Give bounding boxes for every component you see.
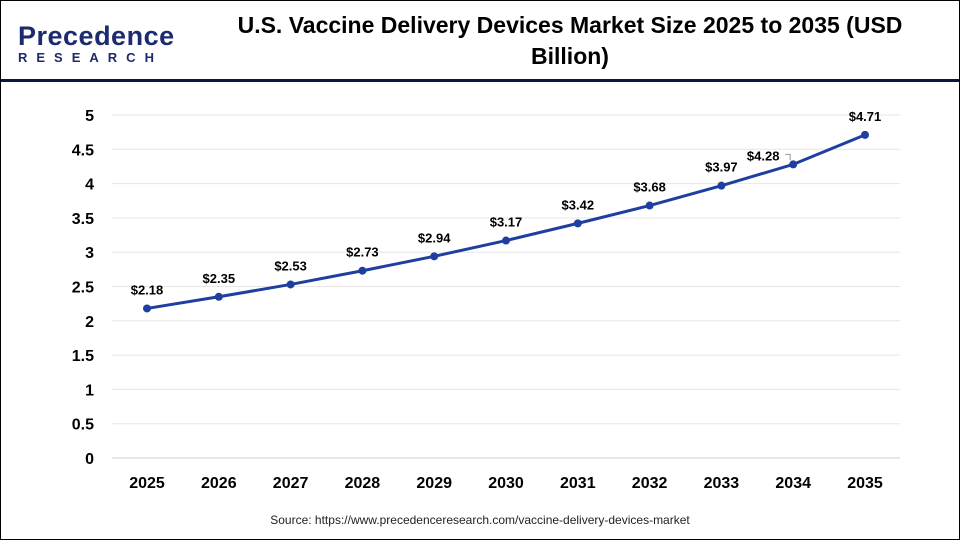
source-note: Source: https://www.precedenceresearch.c… (270, 513, 690, 527)
data-point (143, 304, 151, 313)
header-divider (1, 79, 959, 82)
data-point (789, 160, 798, 169)
x-tick-label: 2027 (273, 475, 309, 492)
data-point (717, 181, 726, 190)
x-tick-label: 2032 (632, 475, 668, 492)
data-label: $4.71 (849, 109, 882, 124)
data-label: $3.68 (633, 180, 666, 195)
data-point (645, 201, 654, 210)
data-label: $2.35 (203, 271, 236, 286)
data-label: $2.73 (346, 245, 379, 260)
y-tick-label: 5 (85, 108, 94, 125)
data-point (861, 130, 869, 139)
data-label: $3.17 (490, 215, 523, 230)
y-tick-label: 1.5 (72, 348, 94, 365)
y-tick-label: 0 (85, 451, 94, 468)
x-tick-label: 2025 (129, 475, 165, 492)
x-tick-label: 2026 (201, 475, 237, 492)
y-tick-label: 1 (85, 382, 94, 399)
data-point (358, 266, 367, 275)
data-label: $4.28 (747, 148, 780, 163)
y-tick-label: 2 (85, 314, 94, 331)
y-tick-label: 3.5 (72, 211, 94, 228)
x-tick-label: 2030 (488, 475, 524, 492)
x-tick-label: 2031 (560, 475, 596, 492)
data-point (430, 252, 439, 261)
data-point (502, 236, 510, 245)
chart-title: U.S. Vaccine Delivery Devices Market Siz… (237, 12, 903, 69)
data-label: $2.53 (274, 258, 307, 273)
data-label: $3.42 (562, 197, 595, 212)
y-tick-label: 3 (85, 245, 94, 262)
x-tick-label: 2029 (416, 475, 452, 492)
logo: Precedence RESEARCH (18, 22, 175, 66)
label-leader (785, 153, 791, 161)
y-tick-label: 2.5 (72, 280, 94, 297)
data-label: $2.18 (131, 282, 164, 297)
y-tick-label: 0.5 (72, 417, 94, 434)
data-point (214, 292, 223, 301)
data-label: $3.97 (705, 160, 738, 175)
x-tick-label: 2035 (847, 475, 883, 492)
x-tick-label: 2028 (345, 475, 381, 492)
data-point (573, 219, 582, 228)
logo-line2: RESEARCH (18, 50, 163, 65)
data-label: $2.94 (418, 230, 451, 245)
data-point (286, 280, 295, 289)
y-tick-label: 4.5 (72, 142, 94, 159)
logo-line1: Precedence (18, 21, 175, 51)
x-tick-label: 2034 (775, 475, 811, 492)
y-tick-label: 4 (85, 177, 94, 194)
x-tick-label: 2033 (704, 475, 740, 492)
